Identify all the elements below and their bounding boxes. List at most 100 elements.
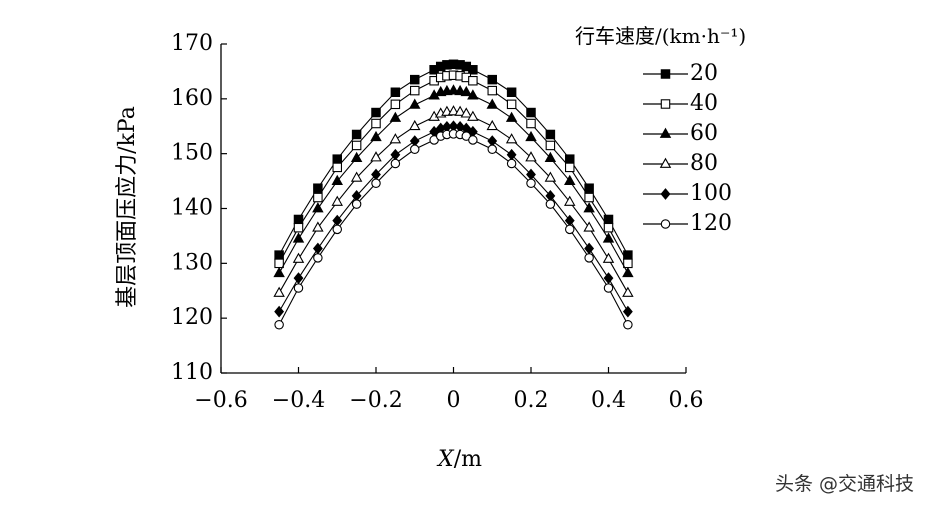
data-point [293, 283, 304, 293]
data-point [274, 305, 285, 318]
series-80 [273, 105, 634, 297]
series-120 [274, 129, 633, 330]
data-point [312, 221, 324, 232]
data-point [370, 151, 382, 162]
data-point [623, 319, 633, 330]
data-point [389, 133, 402, 144]
data-point [564, 154, 575, 164]
data-point [371, 178, 381, 189]
data-point [467, 89, 479, 100]
data-point [370, 130, 382, 142]
data-point [584, 192, 594, 203]
data-point [454, 105, 466, 116]
data-point [312, 202, 324, 213]
data-point [389, 111, 402, 122]
legend-label: 120 [690, 211, 732, 236]
data-point [331, 195, 343, 206]
data-point [332, 154, 342, 164]
data-point [584, 253, 594, 263]
data-point [505, 133, 518, 144]
data-point [292, 252, 305, 263]
legend-item-40: 40 [643, 91, 718, 116]
data-point [292, 232, 305, 243]
data-point [544, 171, 557, 182]
series-100 [274, 120, 633, 318]
data-point [468, 135, 478, 145]
legend: 20 40 60 80 100 120 [643, 61, 732, 236]
data-point [505, 111, 518, 122]
data-point [313, 183, 323, 193]
ticks [220, 43, 687, 374]
y-tick-label: 120 [171, 305, 213, 330]
data-point [564, 195, 576, 206]
x-tick-label: 0 [447, 388, 461, 413]
tick-labels: 110 120 130 140 150 160 170 −0.6 −0.4 −0.2 0 0.2 0.4… [171, 31, 704, 413]
data-point [486, 119, 498, 131]
series-line-100 [278, 125, 629, 312]
series-60 [273, 84, 634, 278]
data-point [293, 222, 304, 233]
legend-label: 80 [690, 151, 718, 176]
legend-label: 60 [690, 121, 718, 146]
legend-item-120: 120 [643, 211, 732, 236]
data-point [313, 192, 323, 203]
data-point [447, 84, 460, 95]
data-point [526, 178, 536, 189]
series-line-60 [278, 90, 629, 274]
data-point [602, 252, 615, 263]
data-point [583, 221, 595, 232]
data-point [544, 151, 557, 162]
data-point [487, 85, 497, 96]
data-point [603, 222, 614, 233]
data-point [583, 202, 595, 213]
legend-label: 100 [690, 181, 732, 206]
y-axis-title: 基层顶面压应力/kPa [115, 106, 140, 308]
data-point [564, 224, 575, 235]
data-point [564, 162, 575, 173]
data-point [447, 105, 460, 116]
legend-title: 行车速度/(km·h⁻¹) [575, 24, 746, 48]
data-point [486, 98, 498, 109]
data-point [603, 283, 614, 293]
data-point [584, 183, 594, 193]
data-point [409, 85, 420, 96]
data-point [331, 174, 343, 185]
data-point [545, 199, 556, 209]
series-40 [274, 70, 633, 269]
legend-item-60: 60 [643, 121, 718, 146]
data-point [467, 110, 479, 121]
data-point [390, 99, 401, 110]
series-line-40 [278, 74, 629, 264]
data-point [622, 266, 634, 278]
data-point [525, 151, 537, 162]
data-point [293, 272, 304, 284]
data-point [350, 151, 363, 162]
y-tick-label: 150 [171, 141, 213, 166]
data-point [622, 286, 634, 297]
data-point [371, 107, 381, 118]
data-point [273, 286, 285, 297]
data-point [487, 74, 497, 85]
data-point [313, 253, 323, 263]
data-point [545, 140, 556, 151]
data-point [622, 305, 633, 318]
x-axis-title-variable: X [436, 447, 455, 472]
data-point [506, 99, 517, 110]
data-point [371, 118, 381, 129]
data-point [332, 224, 342, 235]
data-point [409, 144, 420, 155]
data-point [506, 158, 517, 169]
y-tick-label: 130 [171, 250, 213, 275]
data-point [350, 171, 363, 182]
data-point [525, 130, 537, 142]
data-point [506, 87, 517, 98]
data-point [603, 272, 614, 284]
y-tick-label: 160 [171, 86, 213, 111]
legend-marker [659, 127, 672, 138]
data-point [273, 266, 285, 278]
x-tick-label: −0.2 [349, 388, 402, 413]
y-tick-label: 140 [171, 196, 213, 221]
y-tick-label: 110 [171, 360, 213, 385]
series-20 [274, 59, 633, 260]
data-point [390, 87, 401, 98]
